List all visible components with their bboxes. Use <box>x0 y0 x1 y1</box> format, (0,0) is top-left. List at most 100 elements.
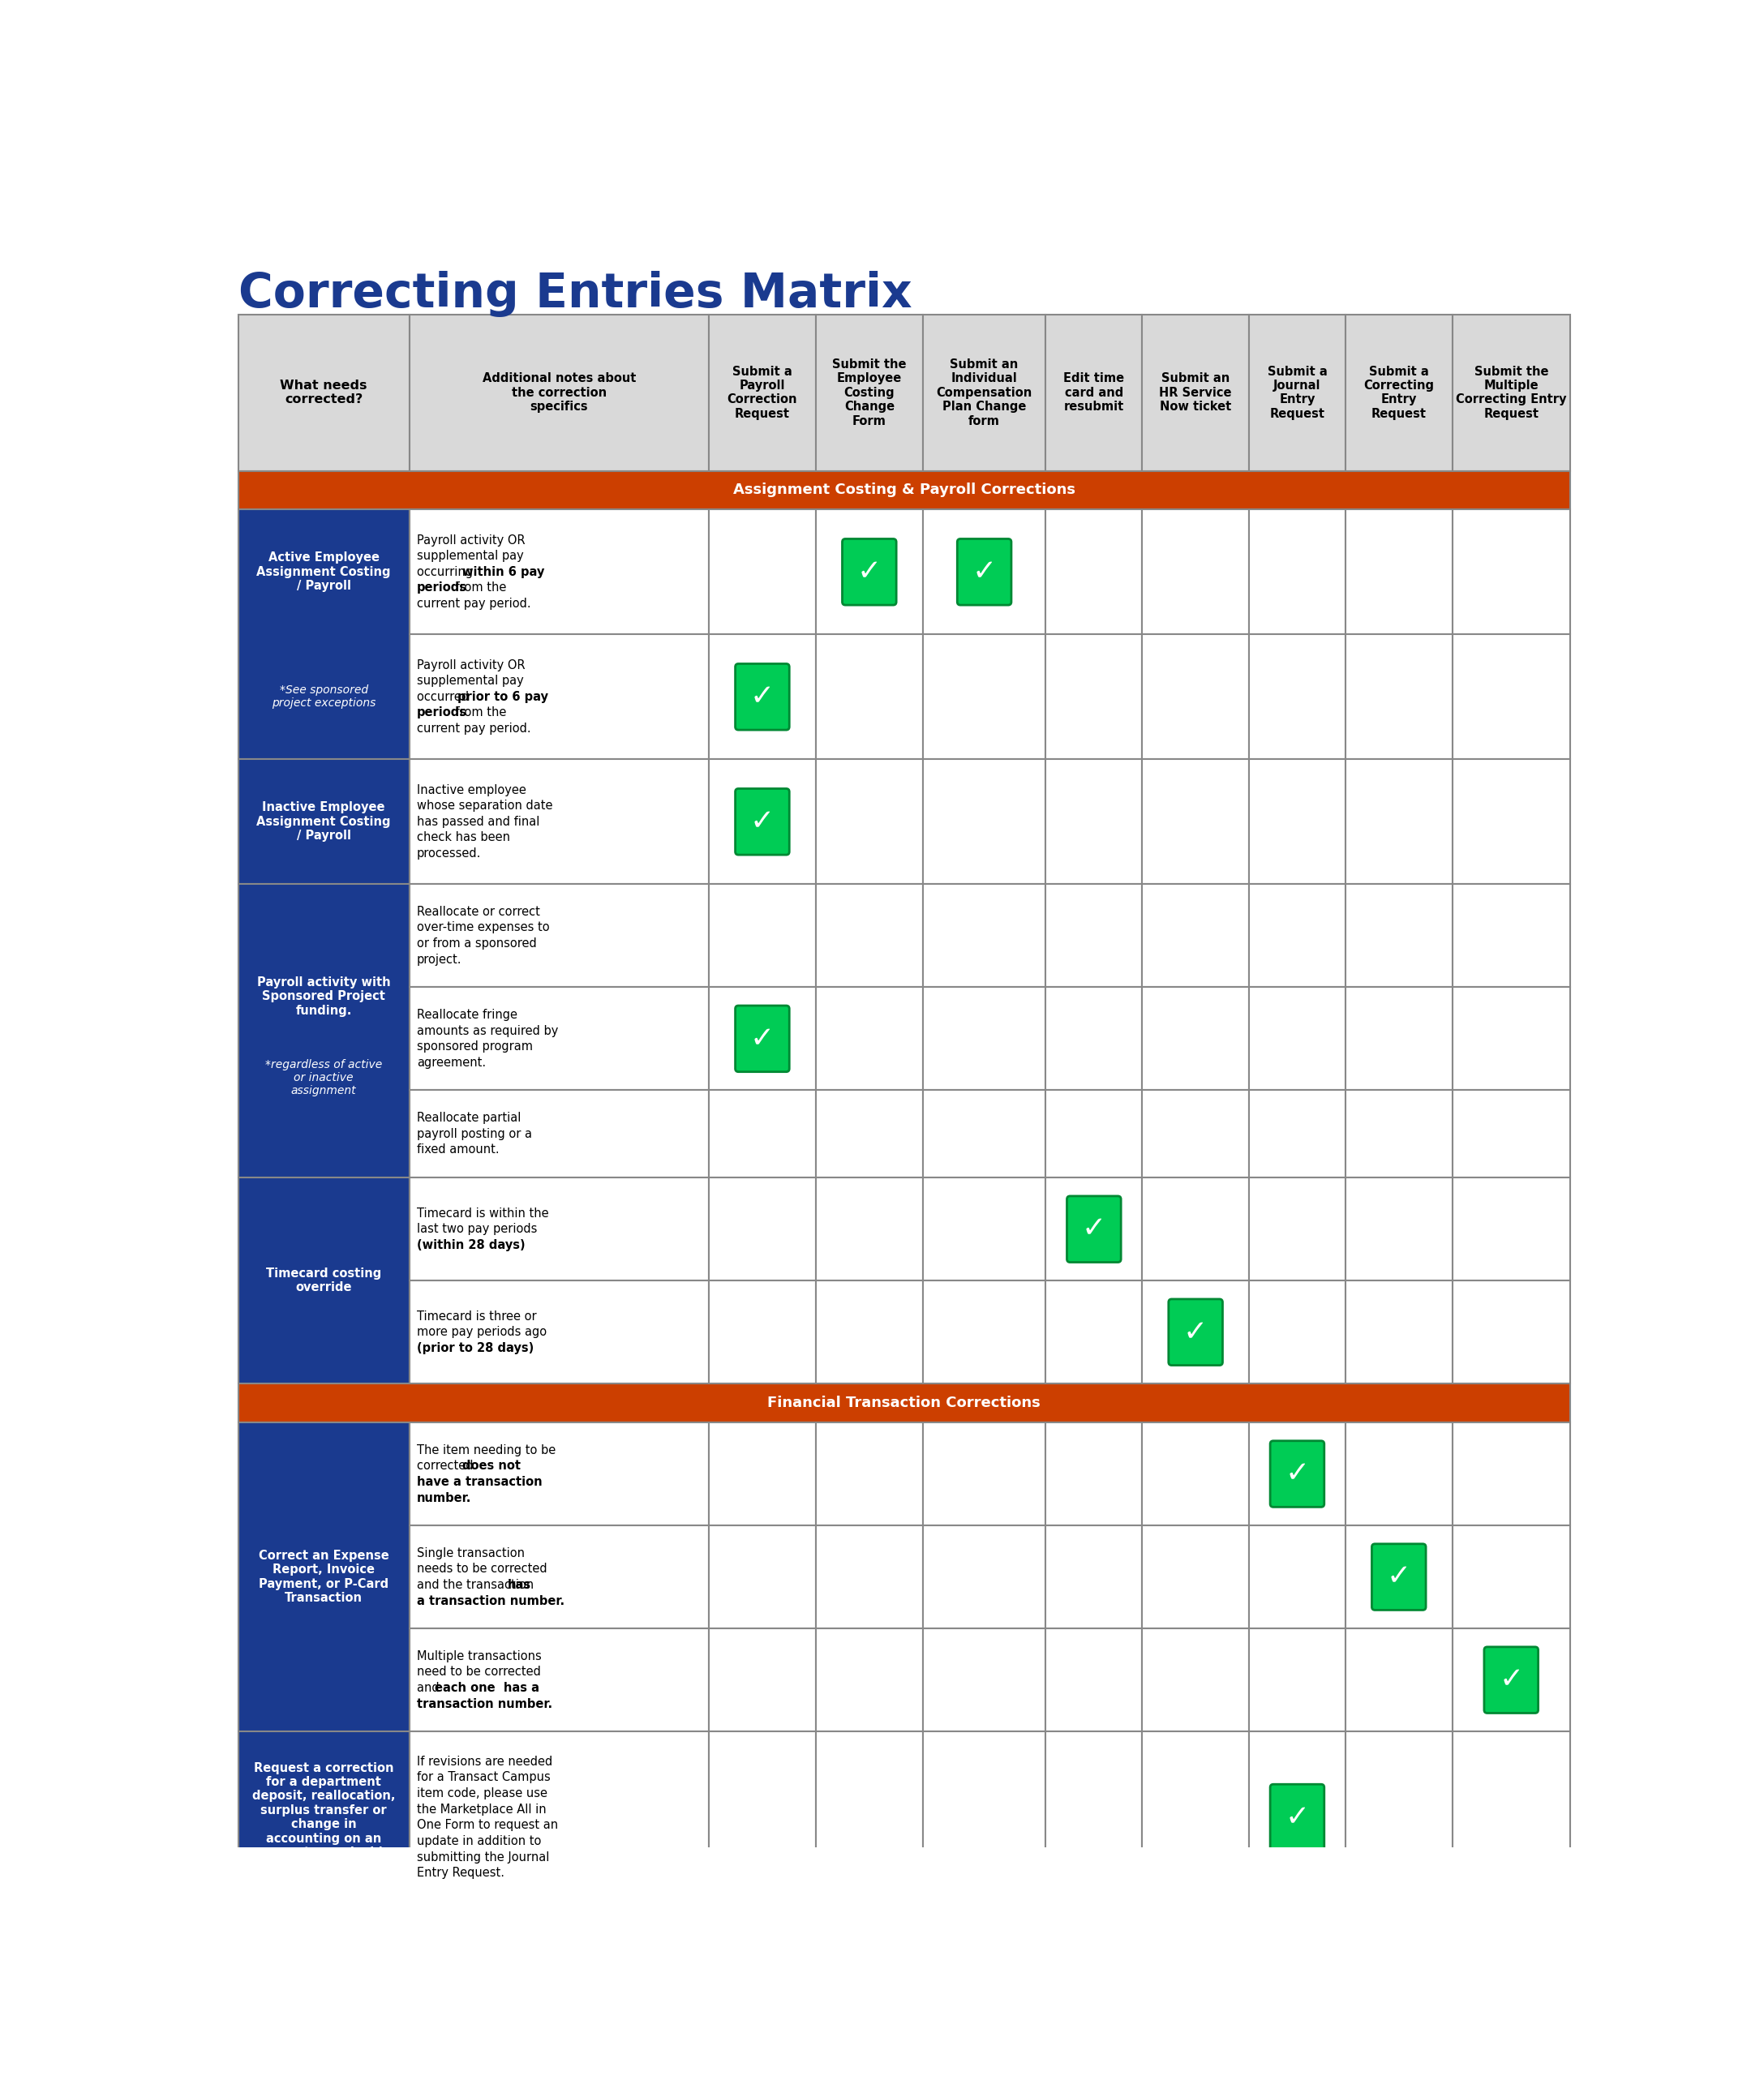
FancyBboxPatch shape <box>736 664 789 731</box>
Bar <box>1249 760 1346 884</box>
Bar <box>409 509 709 635</box>
FancyBboxPatch shape <box>841 540 896 604</box>
Bar <box>709 1526 815 1628</box>
Bar <box>815 635 923 760</box>
Bar <box>815 1731 923 1904</box>
Text: Submit a
Journal
Entry
Request: Submit a Journal Entry Request <box>1267 365 1327 419</box>
Text: Timecard costing
override: Timecard costing override <box>266 1268 381 1293</box>
Bar <box>1249 1526 1346 1628</box>
Bar <box>1141 509 1249 635</box>
Bar <box>238 471 1570 509</box>
Bar <box>1141 1422 1249 1526</box>
Text: Additional notes about
the correction
specifics: Additional notes about the correction sp… <box>482 372 635 413</box>
Bar <box>1452 635 1570 760</box>
Bar <box>238 509 409 760</box>
Bar <box>709 1422 815 1526</box>
Bar <box>815 760 923 884</box>
Bar <box>923 1628 1046 1731</box>
Bar <box>709 635 815 760</box>
FancyBboxPatch shape <box>1372 1545 1425 1611</box>
Bar <box>409 988 709 1090</box>
Bar <box>923 1422 1046 1526</box>
Text: *regardless of active
or inactive
assignment: *regardless of active or inactive assign… <box>265 1059 383 1096</box>
Text: supplemental pay: supplemental pay <box>416 675 524 687</box>
Bar <box>923 760 1046 884</box>
Text: and: and <box>416 1682 443 1694</box>
FancyBboxPatch shape <box>736 1005 789 1071</box>
Text: item code, please use: item code, please use <box>416 1787 547 1800</box>
Bar <box>1346 316 1452 471</box>
FancyBboxPatch shape <box>736 789 789 855</box>
Bar <box>709 1090 815 1177</box>
Bar <box>815 884 923 988</box>
Bar <box>1452 1422 1570 1526</box>
Bar <box>1346 1731 1452 1904</box>
Bar <box>815 1628 923 1731</box>
Bar <box>238 1422 409 1731</box>
Bar <box>1452 884 1570 988</box>
Bar <box>1249 1731 1346 1904</box>
Bar <box>1249 1177 1346 1281</box>
Bar <box>1346 1526 1452 1628</box>
Text: Payroll activity with
Sponsored Project
funding.: Payroll activity with Sponsored Project … <box>258 976 390 1017</box>
Bar <box>815 1526 923 1628</box>
Text: ✓: ✓ <box>1499 1667 1524 1694</box>
Bar <box>238 1385 1570 1422</box>
Bar <box>709 316 815 471</box>
Text: *See sponsored
project exceptions: *See sponsored project exceptions <box>272 685 376 710</box>
Bar <box>409 884 709 988</box>
Text: check has been: check has been <box>416 832 510 843</box>
FancyBboxPatch shape <box>958 540 1011 604</box>
Text: Inactive employee: Inactive employee <box>416 785 526 795</box>
Bar <box>409 1177 709 1281</box>
Text: Reallocate or correct: Reallocate or correct <box>416 905 540 918</box>
Bar <box>709 1628 815 1731</box>
Bar <box>238 760 409 884</box>
Bar <box>238 1177 409 1385</box>
Bar <box>1452 1731 1570 1904</box>
Text: Entry Request.: Entry Request. <box>416 1866 505 1879</box>
Bar <box>923 635 1046 760</box>
Text: The item needing to be: The item needing to be <box>416 1445 556 1455</box>
Bar <box>923 316 1046 471</box>
Text: Timecard is within the: Timecard is within the <box>416 1206 549 1219</box>
Text: ✓: ✓ <box>750 683 774 710</box>
Bar <box>1141 1090 1249 1177</box>
Text: number.: number. <box>416 1493 471 1503</box>
Bar <box>1346 635 1452 760</box>
Text: more pay periods ago: more pay periods ago <box>416 1327 547 1339</box>
Bar <box>1046 760 1141 884</box>
Bar <box>1249 316 1346 471</box>
Text: for a Transact Campus: for a Transact Campus <box>416 1771 550 1783</box>
Bar <box>1249 884 1346 988</box>
Bar <box>238 1731 409 1904</box>
Bar <box>1452 1090 1570 1177</box>
Text: ✓: ✓ <box>1284 1459 1309 1488</box>
Text: One Form to request an: One Form to request an <box>416 1819 557 1831</box>
Bar <box>1452 988 1570 1090</box>
Text: Submit an
Individual
Compensation
Plan Change
form: Submit an Individual Compensation Plan C… <box>937 359 1032 428</box>
Bar <box>1452 316 1570 471</box>
Bar <box>1249 1090 1346 1177</box>
Text: Correcting Entries Matrix: Correcting Entries Matrix <box>238 272 912 318</box>
Text: Assignment Costing & Payroll Corrections: Assignment Costing & Payroll Corrections <box>732 484 1076 498</box>
Bar <box>1046 884 1141 988</box>
Bar <box>1141 1177 1249 1281</box>
Bar <box>1346 1090 1452 1177</box>
Bar <box>1046 509 1141 635</box>
Bar <box>709 509 815 635</box>
Bar <box>923 1281 1046 1385</box>
Bar <box>1346 509 1452 635</box>
Text: occurring: occurring <box>416 567 476 577</box>
Text: Submit the
Multiple
Correcting Entry
Request: Submit the Multiple Correcting Entry Req… <box>1455 365 1566 419</box>
Text: transaction number.: transaction number. <box>416 1698 552 1711</box>
Bar <box>409 1422 709 1526</box>
Bar <box>923 1177 1046 1281</box>
Bar <box>923 1526 1046 1628</box>
Bar <box>709 1731 815 1904</box>
Text: ✓: ✓ <box>1081 1214 1106 1244</box>
Text: What needs
corrected?: What needs corrected? <box>280 380 367 407</box>
Text: corrected: corrected <box>416 1459 476 1472</box>
Text: Payroll activity OR: Payroll activity OR <box>416 534 526 546</box>
Text: fixed amount.: fixed amount. <box>416 1144 499 1156</box>
